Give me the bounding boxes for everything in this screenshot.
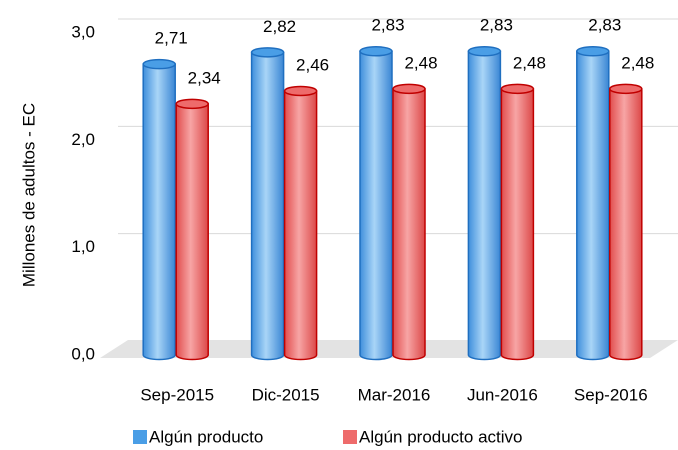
- value-label: 2,48: [404, 53, 437, 72]
- y-tick-label: 0,0: [71, 344, 95, 363]
- bar: [175, 98, 209, 361]
- cylinder-top: [359, 45, 393, 57]
- x-tick-label: Mar-2016: [358, 385, 431, 404]
- value-label: 2,83: [480, 16, 513, 35]
- bar: [283, 85, 318, 361]
- cylinder-body: [175, 103, 209, 361]
- cylinder-body: [142, 63, 176, 361]
- cylinder-top: [576, 45, 610, 57]
- cylinder-body: [392, 88, 426, 361]
- cylinder-top: [250, 47, 285, 58]
- legend-swatch: [343, 430, 357, 444]
- cylinder-top: [392, 83, 426, 95]
- cylinder-top: [142, 58, 176, 70]
- y-tick-label: 1,0: [71, 237, 95, 256]
- value-label: 2,83: [588, 16, 621, 35]
- bar: [359, 45, 393, 361]
- cylinder-top: [609, 83, 643, 95]
- bar: [609, 83, 643, 361]
- cylinder-top: [283, 85, 318, 97]
- x-tick-label: Jun-2016: [467, 385, 538, 404]
- cylinder-top: [467, 45, 502, 57]
- y-tick-label: 2,0: [71, 130, 95, 149]
- bar: [500, 83, 535, 361]
- cylinder-top: [500, 83, 535, 95]
- value-label: 2,82: [263, 17, 296, 36]
- bar: [392, 83, 426, 361]
- legend-swatch: [133, 430, 147, 444]
- y-axis-label: Millones de adultos - EC: [19, 103, 38, 287]
- legend-label: Algún producto: [149, 427, 263, 446]
- x-tick-label: Dic-2015: [252, 385, 320, 404]
- bar: [142, 58, 176, 361]
- value-label: 2,46: [296, 55, 329, 74]
- cylinder-body: [250, 51, 285, 361]
- bar: [576, 45, 610, 361]
- cylinder-body: [500, 88, 535, 361]
- value-label: 2,34: [188, 68, 221, 87]
- value-label: 2,48: [513, 53, 546, 72]
- y-tick-label: 3,0: [71, 22, 95, 41]
- cylinder-body: [283, 90, 318, 361]
- x-tick-label: Sep-2016: [574, 385, 648, 404]
- cylinder-body: [576, 50, 610, 361]
- bar: [467, 45, 502, 361]
- x-tick-label: Sep-2015: [140, 385, 214, 404]
- cylinder-body: [609, 88, 643, 361]
- legend-label: Algún producto activo: [359, 427, 523, 446]
- value-label: 2,83: [371, 16, 404, 35]
- cylinder-body: [467, 50, 502, 361]
- value-label: 2,71: [155, 29, 188, 48]
- cylinder-top: [175, 98, 209, 110]
- cylinder-body: [359, 50, 393, 361]
- value-label: 2,48: [621, 53, 654, 72]
- bar: [250, 47, 285, 361]
